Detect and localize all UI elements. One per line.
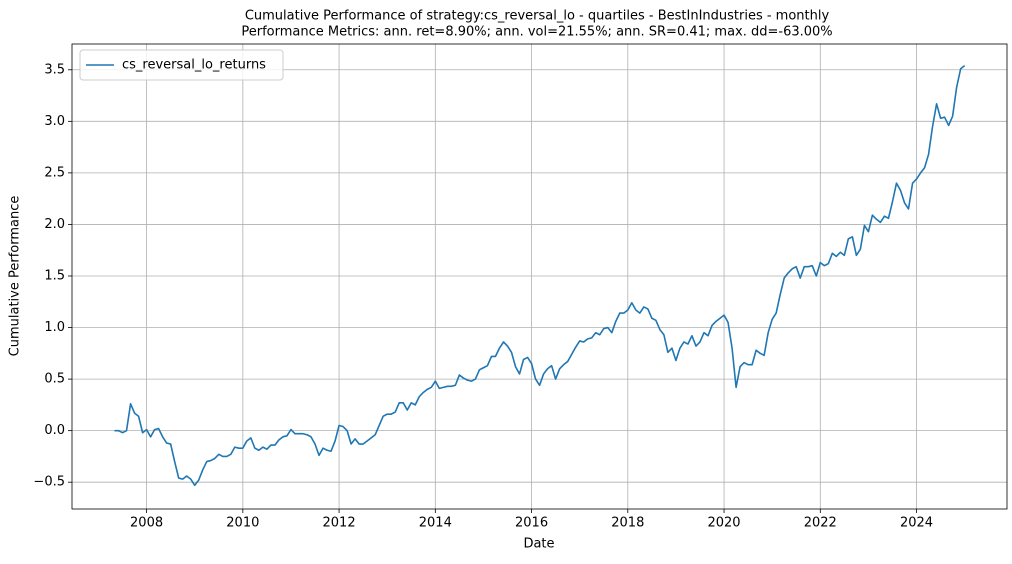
x-tick-label: 2020 (707, 516, 740, 531)
x-tick-label: 2016 (515, 516, 548, 531)
y-tick-label: 2.0 (44, 217, 65, 232)
x-tick-label: 2022 (804, 516, 837, 531)
y-tick-label: −0.5 (33, 475, 65, 490)
x-tick-label: 2018 (611, 516, 644, 531)
y-tick-label: 1.0 (44, 320, 65, 335)
y-tick-label: 1.5 (44, 268, 65, 283)
chart-subtitle: Performance Metrics: ann. ret=8.90%; ann… (241, 25, 832, 40)
axes-frame (71, 43, 1008, 510)
x-axis-label: Date (523, 537, 554, 552)
y-tick-label: 0.5 (44, 372, 65, 387)
x-tick-label: 2014 (419, 516, 452, 531)
y-tick-label: 3.0 (44, 114, 65, 129)
x-tick-label: 2008 (130, 516, 163, 531)
x-tick-label: 2012 (323, 516, 356, 531)
y-tick-label: 2.5 (44, 165, 65, 180)
x-tick-label: 2024 (900, 516, 933, 531)
y-axis-label: Cumulative Performance (8, 196, 23, 357)
y-tick-label: 0.0 (44, 423, 65, 438)
y-tick-label: 3.5 (44, 62, 65, 77)
chart-title: Cumulative Performance of strategy:cs_re… (245, 9, 830, 24)
legend-label: cs_reversal_lo_returns (122, 58, 266, 73)
x-tick-label: 2010 (226, 516, 259, 531)
legend-box (79, 49, 284, 81)
data-line (114, 65, 966, 487)
